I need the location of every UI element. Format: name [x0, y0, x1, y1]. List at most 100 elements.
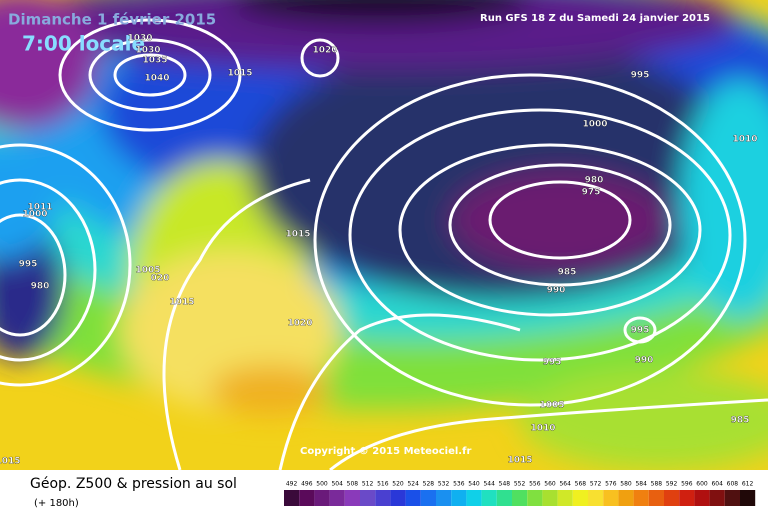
isobar-label: 1000	[582, 120, 607, 130]
footer-lead: (+ 180h)	[34, 498, 79, 509]
isobar-label: 1005	[135, 266, 160, 276]
isobar-label: 995	[543, 358, 562, 368]
isobar-label: 1035	[142, 56, 167, 66]
colorbar-swatch	[527, 490, 543, 506]
colorbar-swatch	[512, 490, 528, 506]
colorbar-label: 508	[347, 481, 359, 488]
colorbar-label: 556	[529, 481, 541, 488]
colorbar-swatch	[451, 490, 467, 506]
colorbar-label: 540	[468, 481, 480, 488]
colorbar-swatch	[436, 490, 452, 506]
isobar-label: 1010	[732, 135, 757, 145]
isobar-label: 980	[585, 176, 604, 186]
colorbar-label: 604	[711, 481, 723, 488]
colorbar-swatch	[724, 490, 740, 506]
date: Dimanche 1 février 2015	[8, 11, 216, 29]
isobar-label: 1015	[0, 457, 21, 467]
colorbar-label: 588	[651, 481, 663, 488]
isobar-label: 1011	[27, 203, 52, 213]
colorbar-swatch	[284, 490, 300, 506]
colorbar-swatch	[375, 490, 391, 506]
time: 7:00 locale	[22, 32, 145, 56]
colorbar-label: 532	[438, 481, 450, 488]
isobar-label: 1015	[507, 456, 532, 466]
isobar-label: 990	[547, 286, 566, 296]
isobar-label: 995	[19, 260, 38, 270]
colorbar-label: 552	[514, 481, 526, 488]
colorbar-swatch	[557, 490, 573, 506]
isobars	[0, 18, 768, 472]
isobar-label: 995	[631, 71, 650, 81]
colorbar-swatch	[314, 490, 330, 506]
colorbar-swatch	[633, 490, 649, 506]
isobar-label: 1020	[312, 46, 337, 56]
isobar-label: 985	[558, 268, 577, 278]
colorbar-swatch	[344, 490, 360, 506]
colorbar-label: 500	[316, 481, 328, 488]
colorbar-swatch	[390, 490, 406, 506]
colorbar-swatch	[694, 490, 710, 506]
colorbar-label: 504	[331, 481, 343, 488]
colorbar-swatch	[588, 490, 604, 506]
colorbar-swatch	[496, 490, 512, 506]
isobar-label: 020	[151, 274, 170, 284]
colorbar-label: 512	[362, 481, 374, 488]
colorbar-label: 576	[605, 481, 617, 488]
colorbar-label: 580	[620, 481, 632, 488]
isobar-label: 1030	[127, 34, 152, 44]
colorbar-label: 572	[590, 481, 602, 488]
isobar-label: 980	[31, 282, 50, 292]
isobar-label: 1030	[135, 46, 160, 56]
colorbar-label: 596	[681, 481, 693, 488]
colorbar-label: 600	[696, 481, 708, 488]
colorbar-swatch	[299, 490, 315, 506]
copyright: Copyright © 2015 Meteociel.fr	[300, 446, 471, 457]
isobar-label: 1020	[287, 319, 312, 329]
colorbar-label: 560	[544, 481, 556, 488]
run-info: Run GFS 18 Z du Samedi 24 janvier 2015	[480, 13, 710, 24]
isobar-label: 990	[635, 356, 654, 366]
colorbar-label: 544	[483, 481, 495, 488]
isobar-label: 1000	[22, 210, 47, 220]
isobar-label: 1015	[285, 230, 310, 240]
colorbar-label: 548	[499, 481, 511, 488]
colorbar-label: 564	[559, 481, 571, 488]
colorbar-swatch	[329, 490, 345, 506]
colorbar-label: 612	[742, 481, 754, 488]
colorbar-swatch	[420, 490, 436, 506]
colorbar-swatch	[542, 490, 558, 506]
colorbar: 492 496 500 504 508 512 516 520 524 528 532 536 540 5…	[284, 481, 756, 506]
isobar-label: 985	[731, 416, 750, 426]
colorbar-swatch	[664, 490, 680, 506]
colorbar-swatch	[405, 490, 421, 506]
field	[0, 0, 768, 470]
colorbar-label: 524	[407, 481, 419, 488]
colorbar-label: 496	[301, 481, 313, 488]
colorbar-label: 516	[377, 481, 389, 488]
colorbar-swatch	[466, 490, 482, 506]
colorbar-label: 536	[453, 481, 465, 488]
colorbar-swatch	[648, 490, 664, 506]
colorbar-swatch	[740, 490, 756, 506]
colorbar-label: 568	[575, 481, 587, 488]
colorbar-swatch	[481, 490, 497, 506]
footer-title: Géop. Z500 & pression au sol	[30, 476, 237, 492]
colorbar-label: 592	[666, 481, 678, 488]
isobar-label: 1015	[169, 298, 194, 308]
colorbar-swatch	[603, 490, 619, 506]
isobar-label: 995	[631, 326, 650, 336]
isobar-label: 1040	[144, 74, 169, 84]
colorbar-swatch	[360, 490, 376, 506]
colorbar-label: 528	[423, 481, 435, 488]
isobar-label: 1015	[227, 69, 252, 79]
colorbar-swatch	[572, 490, 588, 506]
isobar-label: 1005	[539, 401, 564, 411]
colorbar-label: 492	[286, 481, 298, 488]
colorbar-label: 520	[392, 481, 404, 488]
colorbar-label: 608	[727, 481, 739, 488]
isobar-label: 1010	[530, 424, 555, 434]
colorbar-swatch	[618, 490, 634, 506]
colorbar-swatch	[709, 490, 725, 506]
